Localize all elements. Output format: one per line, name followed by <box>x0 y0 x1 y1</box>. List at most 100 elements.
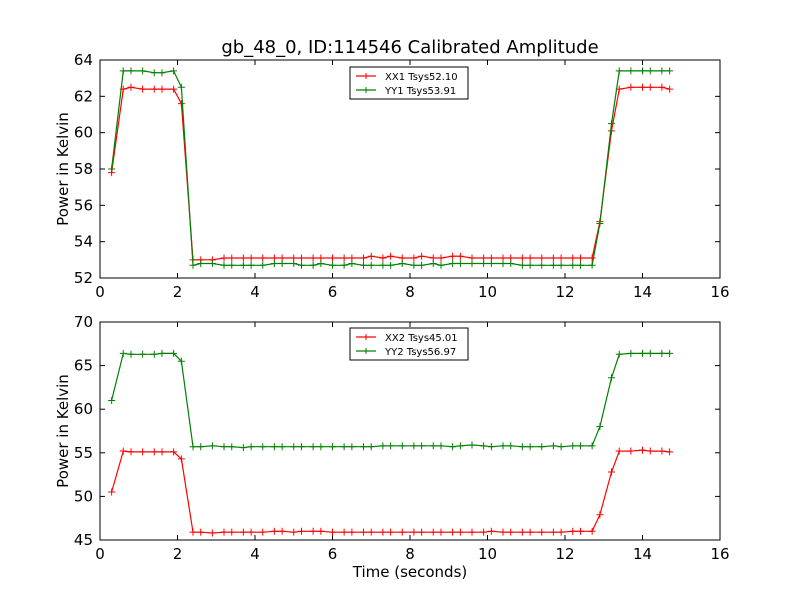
data-point <box>317 527 325 535</box>
data-point <box>317 443 325 451</box>
data-point <box>538 254 546 262</box>
x-tick-label: 14 <box>633 545 652 563</box>
data-point <box>298 254 305 262</box>
data-point <box>418 261 426 269</box>
data-point <box>449 259 457 267</box>
data-point <box>639 446 646 454</box>
bottom-plot: 0 2 4 6 8 10 12 14 16 45 50 55 60 65 70 Power in Kelvin… <box>54 313 730 581</box>
data-point <box>588 261 596 269</box>
data-point <box>418 252 426 260</box>
legend-label: YY1 Tsys53.91 <box>384 86 456 97</box>
data-point <box>456 259 464 267</box>
series-1 <box>108 349 674 452</box>
y-tick-label: 60 <box>74 124 93 142</box>
data-point <box>177 455 185 463</box>
data-point <box>360 254 367 262</box>
data-point <box>398 259 406 267</box>
data-point <box>259 443 267 451</box>
data-point <box>608 374 615 382</box>
data-point <box>480 259 488 267</box>
legend-marker <box>363 348 369 354</box>
data-point <box>127 448 135 456</box>
data-point <box>658 83 666 91</box>
data-point <box>418 528 426 536</box>
data-point <box>549 261 557 269</box>
data-point <box>360 528 367 536</box>
data-point <box>526 254 534 262</box>
data-point <box>127 83 135 91</box>
data-point <box>360 443 367 451</box>
x-tick-label: 10 <box>478 283 497 301</box>
series-line <box>111 86 670 261</box>
data-point <box>208 442 216 450</box>
data-point <box>518 528 526 536</box>
data-point <box>379 261 387 269</box>
data-point <box>290 443 298 451</box>
data-point <box>228 443 236 451</box>
legend-marker <box>363 334 369 340</box>
x-tick-label: 16 <box>710 283 729 301</box>
data-point <box>150 69 158 77</box>
data-point <box>437 254 445 262</box>
data-point <box>608 468 615 476</box>
y-tick-label: 65 <box>74 357 93 375</box>
data-point <box>108 165 116 173</box>
y-axis-label: Power in Kelvin <box>54 112 72 226</box>
data-point <box>259 528 267 536</box>
data-point <box>239 528 247 536</box>
data-point <box>119 447 127 455</box>
data-point <box>538 261 546 269</box>
data-point <box>646 447 654 455</box>
data-point <box>270 527 278 535</box>
legend-label: XX2 Tsys45.01 <box>385 333 458 344</box>
data-point <box>429 528 437 536</box>
data-point <box>658 67 666 75</box>
data-point <box>270 443 278 451</box>
data-point <box>247 443 255 451</box>
data-point <box>410 254 418 262</box>
data-point <box>360 261 367 269</box>
legend-frame <box>349 327 469 361</box>
data-point <box>487 527 495 535</box>
series-1 <box>108 67 674 269</box>
data-point <box>468 259 476 267</box>
data-point <box>569 527 577 535</box>
data-point <box>329 261 336 269</box>
x-tick-label: 0 <box>95 283 105 301</box>
data-point <box>278 443 286 451</box>
data-point <box>569 254 577 262</box>
x-tick-label: 14 <box>633 283 652 301</box>
data-point <box>449 443 457 451</box>
data-point <box>189 261 197 269</box>
data-point <box>387 252 395 260</box>
data-point <box>429 259 437 267</box>
y-tick-label: 50 <box>74 487 93 505</box>
data-point <box>487 259 495 267</box>
data-point <box>615 350 623 358</box>
data-point <box>646 67 654 75</box>
data-point <box>119 67 127 75</box>
data-point <box>228 261 236 269</box>
data-point <box>398 442 406 450</box>
data-point <box>596 423 604 431</box>
data-point <box>348 443 356 451</box>
data-point <box>247 254 255 262</box>
data-point <box>220 254 228 262</box>
data-point <box>317 259 325 267</box>
data-point <box>177 83 185 91</box>
data-point <box>387 528 395 536</box>
data-point <box>596 511 604 519</box>
y-tick-label: 52 <box>74 269 93 287</box>
data-point <box>340 443 348 451</box>
x-tick-label: 4 <box>250 545 260 563</box>
data-point <box>615 67 623 75</box>
data-point <box>197 443 205 451</box>
data-point <box>557 254 565 262</box>
x-tick-label: 12 <box>555 283 574 301</box>
legend: XX2 Tsys45.01 YY2 Tsys56.97 <box>349 327 469 361</box>
data-point <box>348 259 356 267</box>
data-point <box>608 120 615 128</box>
data-point <box>437 442 445 450</box>
series-line <box>111 449 670 534</box>
